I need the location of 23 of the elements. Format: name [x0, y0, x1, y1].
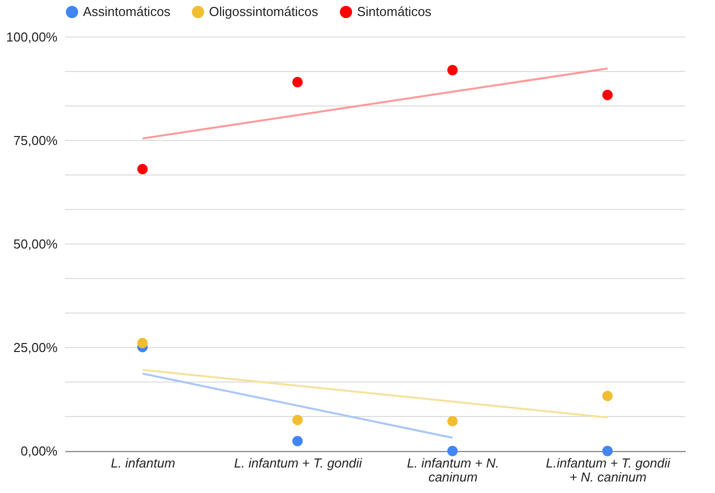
- y-tick-label: 25,00%: [13, 340, 58, 355]
- x-tick-label: L. infantum + T. gondii: [234, 456, 364, 470]
- point: [602, 446, 613, 456]
- point: [137, 164, 148, 174]
- point: [137, 338, 148, 348]
- y-tick-label: 50,00%: [13, 236, 58, 252]
- x-tick-label: L. infantum + N. caninum: [406, 456, 500, 484]
- point: [292, 436, 303, 446]
- point: [447, 416, 458, 426]
- point: [292, 414, 303, 426]
- point: [447, 64, 458, 76]
- point: [292, 76, 303, 88]
- x-tick-label: L.infantum + T. gondii + N. caninum: [546, 456, 672, 484]
- legend-label: Assintomáticos: [83, 4, 171, 19]
- point: [447, 446, 458, 456]
- legend-label: Sintomáticos: [357, 4, 432, 19]
- point: [602, 90, 613, 100]
- y-tick-label: 75,00%: [13, 133, 58, 148]
- y-tick-label: 0,00%: [20, 444, 58, 458]
- legend-label: Oligossintomáticos: [209, 4, 319, 19]
- x-tick-label: L. infantum: [110, 456, 176, 470]
- y-tick-label: 100,00%: [6, 30, 58, 44]
- point: [602, 390, 613, 402]
